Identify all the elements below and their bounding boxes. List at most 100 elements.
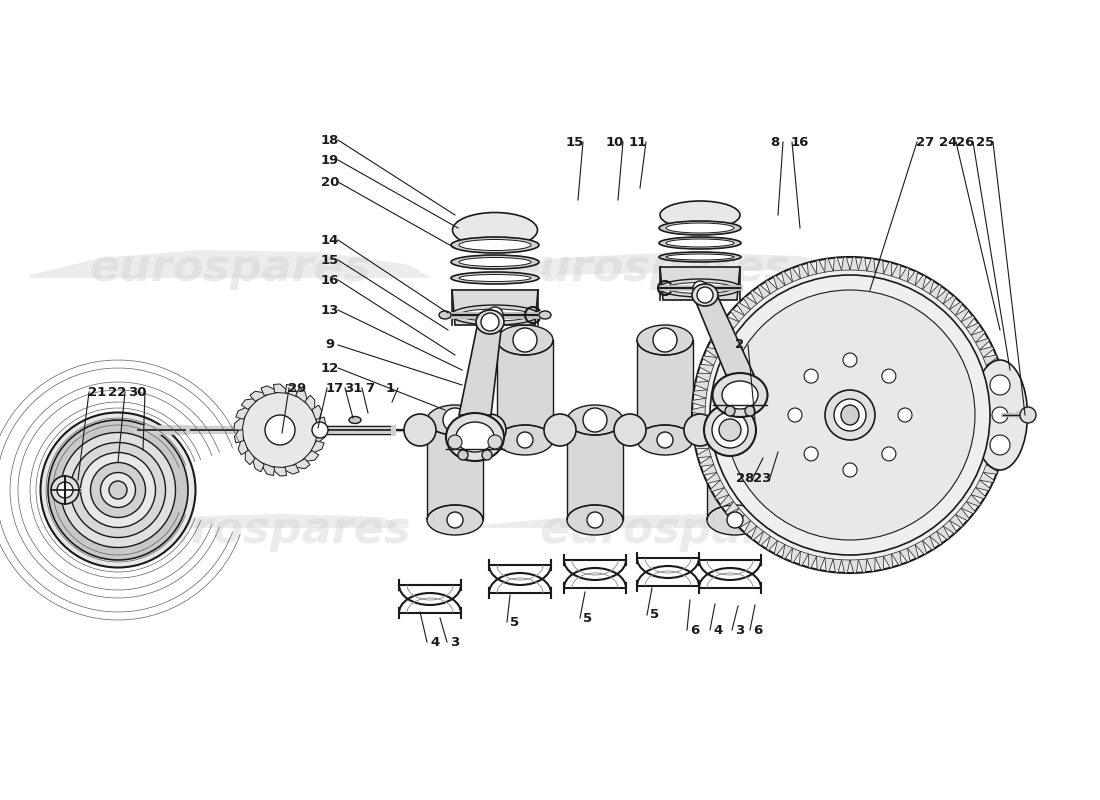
Polygon shape — [692, 406, 705, 415]
Ellipse shape — [90, 462, 145, 518]
Polygon shape — [30, 250, 430, 278]
Ellipse shape — [684, 414, 716, 446]
Circle shape — [788, 408, 802, 422]
Polygon shape — [961, 315, 975, 329]
Polygon shape — [738, 514, 750, 528]
Circle shape — [657, 432, 673, 448]
Polygon shape — [767, 536, 778, 550]
Ellipse shape — [659, 221, 741, 235]
Ellipse shape — [692, 257, 1008, 573]
Ellipse shape — [707, 505, 763, 535]
Polygon shape — [983, 355, 998, 366]
Ellipse shape — [660, 201, 740, 229]
Polygon shape — [782, 545, 793, 559]
Polygon shape — [980, 346, 993, 358]
Text: 20: 20 — [321, 175, 339, 189]
Ellipse shape — [566, 505, 623, 535]
Polygon shape — [994, 398, 1008, 406]
Circle shape — [727, 512, 742, 528]
Polygon shape — [808, 554, 816, 568]
Polygon shape — [908, 271, 917, 286]
Circle shape — [448, 435, 462, 449]
Text: 5: 5 — [650, 609, 660, 622]
Circle shape — [723, 408, 747, 432]
Polygon shape — [315, 430, 326, 446]
Circle shape — [458, 450, 468, 460]
Polygon shape — [312, 405, 322, 425]
Circle shape — [882, 447, 895, 461]
Ellipse shape — [842, 405, 859, 425]
Polygon shape — [759, 531, 770, 546]
Circle shape — [745, 406, 755, 416]
Ellipse shape — [497, 325, 553, 355]
Text: 16: 16 — [321, 274, 339, 286]
Text: 4: 4 — [430, 635, 440, 649]
Polygon shape — [234, 414, 245, 430]
Text: 15: 15 — [321, 254, 339, 266]
Polygon shape — [261, 386, 280, 395]
Polygon shape — [930, 531, 942, 545]
Text: 7: 7 — [365, 382, 375, 394]
Circle shape — [513, 328, 537, 352]
Polygon shape — [566, 420, 623, 520]
Polygon shape — [971, 487, 986, 498]
Text: 5: 5 — [583, 611, 593, 625]
Polygon shape — [991, 382, 1005, 390]
Polygon shape — [807, 262, 816, 276]
Polygon shape — [971, 330, 984, 342]
Circle shape — [990, 435, 1010, 455]
Polygon shape — [693, 423, 706, 432]
Polygon shape — [719, 324, 734, 335]
Ellipse shape — [476, 310, 504, 334]
Circle shape — [583, 408, 607, 432]
Polygon shape — [782, 271, 793, 286]
Polygon shape — [695, 382, 708, 390]
Polygon shape — [737, 302, 750, 315]
Polygon shape — [956, 309, 969, 322]
Polygon shape — [961, 502, 975, 514]
Text: 31: 31 — [344, 382, 362, 394]
Polygon shape — [930, 285, 942, 298]
Polygon shape — [732, 508, 745, 522]
Polygon shape — [706, 347, 721, 358]
Circle shape — [481, 313, 499, 331]
Text: 6: 6 — [754, 623, 762, 637]
Polygon shape — [766, 280, 778, 294]
Polygon shape — [987, 363, 1000, 374]
Polygon shape — [833, 559, 842, 573]
Ellipse shape — [427, 505, 483, 535]
Polygon shape — [915, 275, 926, 290]
Circle shape — [898, 408, 912, 422]
Polygon shape — [994, 415, 1008, 423]
Polygon shape — [692, 415, 705, 423]
Polygon shape — [239, 435, 248, 455]
Text: 3: 3 — [736, 623, 745, 637]
Circle shape — [447, 512, 463, 528]
Text: eurospares: eurospares — [89, 246, 371, 290]
Ellipse shape — [41, 413, 196, 567]
Polygon shape — [980, 473, 994, 482]
Ellipse shape — [242, 392, 318, 468]
Polygon shape — [450, 514, 890, 528]
Polygon shape — [825, 558, 833, 571]
Circle shape — [882, 369, 895, 383]
Ellipse shape — [451, 237, 539, 253]
Polygon shape — [989, 372, 1003, 382]
Polygon shape — [296, 388, 309, 405]
Ellipse shape — [659, 252, 741, 262]
Ellipse shape — [459, 309, 531, 321]
Polygon shape — [923, 279, 934, 294]
Polygon shape — [751, 526, 763, 540]
Polygon shape — [450, 252, 840, 278]
Polygon shape — [867, 258, 876, 272]
Polygon shape — [983, 465, 998, 474]
Text: 21: 21 — [88, 386, 106, 398]
Polygon shape — [715, 331, 729, 342]
Polygon shape — [790, 268, 801, 282]
Ellipse shape — [497, 425, 553, 455]
Ellipse shape — [704, 404, 756, 456]
Circle shape — [804, 369, 818, 383]
Text: 1: 1 — [385, 382, 395, 394]
Polygon shape — [900, 267, 910, 282]
Polygon shape — [706, 473, 721, 483]
